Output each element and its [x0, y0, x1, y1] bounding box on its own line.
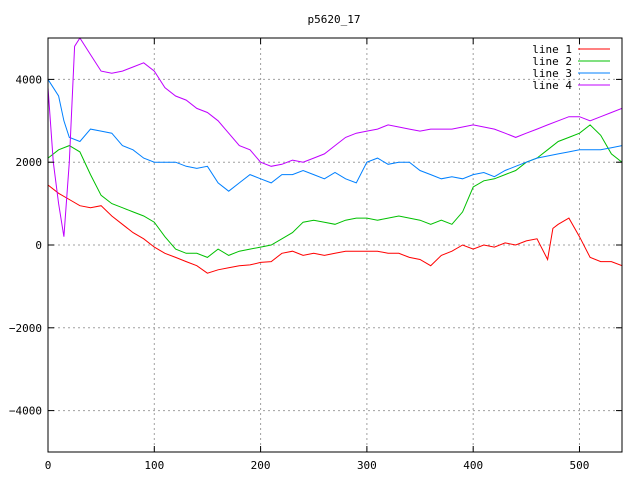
legend-label: line 2 — [532, 55, 572, 68]
x-tick-label: 500 — [570, 459, 590, 472]
series-layer — [48, 38, 622, 274]
x-tick-label: 400 — [463, 459, 483, 472]
x-tick-label: 300 — [357, 459, 377, 472]
series-line-4 — [48, 38, 622, 237]
legend-label: line 3 — [532, 67, 572, 80]
series-line-3 — [48, 79, 622, 192]
x-tick-label: 200 — [251, 459, 271, 472]
y-tick-label: 0 — [35, 239, 42, 252]
series-line-1 — [48, 184, 622, 274]
chart-title: p5620_17 — [308, 13, 361, 26]
y-tick-label: −2000 — [9, 322, 42, 335]
x-tick-label: 0 — [45, 459, 52, 472]
y-tick-label: 2000 — [16, 156, 43, 169]
tick-layer: 0 100 200 300 400 500 −4000 −2000 0 2000 4000 — [9, 38, 622, 472]
grid-layer — [48, 38, 622, 452]
legend-label: line 1 — [532, 43, 572, 56]
y-tick-label: −4000 — [9, 405, 42, 418]
x-tick-label: 100 — [144, 459, 164, 472]
legend-label: line 4 — [532, 79, 572, 92]
y-tick-label: 4000 — [16, 73, 43, 86]
